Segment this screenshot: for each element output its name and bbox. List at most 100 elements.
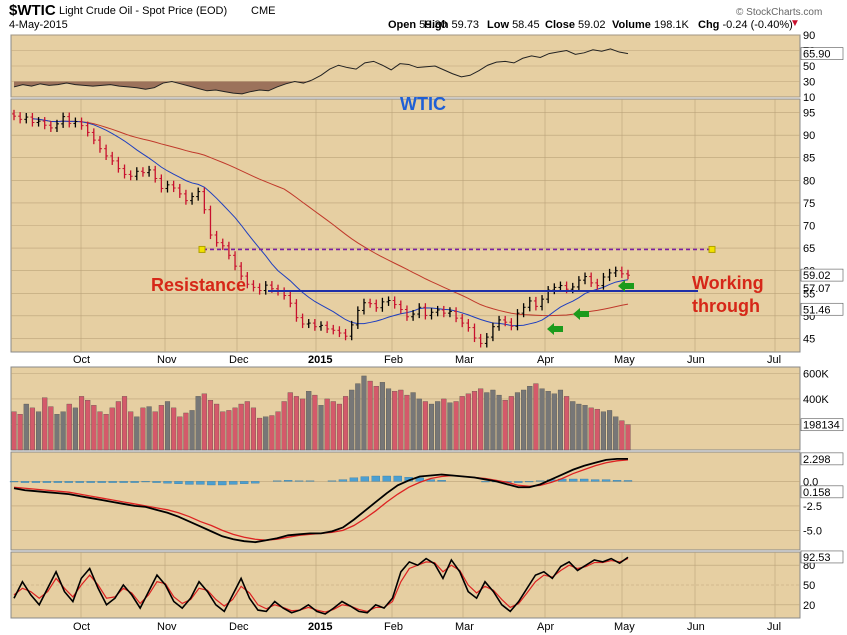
macd-histogram-bar <box>437 480 446 482</box>
volume-bar <box>398 389 404 451</box>
price-tick-label: 45 <box>803 333 815 345</box>
macd-histogram-bar <box>174 481 183 484</box>
stoch-k-line <box>13 556 629 615</box>
ohlc-label: Low <box>487 19 513 31</box>
volume-bar <box>146 406 152 451</box>
macd-histogram-bar <box>481 481 490 483</box>
ohlc-label: Volume <box>612 19 654 31</box>
stoch-x-label: Nov <box>157 621 177 633</box>
macd-histogram-bar <box>42 481 52 483</box>
volume-last-value: 198134 <box>803 420 840 432</box>
volume-bar <box>158 405 164 451</box>
macd-histogram-bar <box>283 480 293 482</box>
stoch-x-label: 2015 <box>308 621 332 633</box>
volume-bar <box>619 420 625 451</box>
ohlc-open: Open 59.30 <box>388 19 447 31</box>
macd-histogram-bar <box>294 480 304 482</box>
price-x-label: Oct <box>73 354 90 366</box>
chg-dropdown-icon[interactable]: ▼ <box>790 18 800 29</box>
macd-hist-label-box <box>800 485 844 499</box>
macd-histogram-bar <box>152 481 161 483</box>
macd-histogram-bar <box>327 480 337 482</box>
last-price-label-box <box>800 268 844 282</box>
volume-bar <box>91 405 97 451</box>
macd-histogram-bar <box>31 481 41 483</box>
volume-bar <box>410 392 416 451</box>
exchange-label: CME <box>251 5 276 17</box>
rsi-last-value-box <box>800 47 844 60</box>
volume-bar <box>263 416 269 451</box>
price-x-label: May <box>614 354 635 366</box>
volume-bar <box>570 401 576 451</box>
rsi-tick-label: 50 <box>803 61 815 73</box>
macd-tick-label: -5.0 <box>803 525 822 537</box>
volume-bar <box>564 396 570 451</box>
volume-bar <box>600 411 606 451</box>
volume-bar <box>465 393 471 451</box>
volume-bar <box>109 407 115 451</box>
volume-bar <box>330 401 336 451</box>
ohlc-high: High 59.73 <box>424 19 479 31</box>
macd-histogram-bar <box>141 481 150 483</box>
volume-bar <box>164 401 171 451</box>
volume-bar <box>557 389 564 451</box>
volume-bar <box>201 393 207 451</box>
volume-bar <box>11 411 17 451</box>
price-x-label: Feb <box>384 354 403 366</box>
stoch-x-label: Jul <box>767 621 781 633</box>
volume-bar <box>152 411 158 451</box>
macd-histogram-bar <box>305 480 315 482</box>
macd-histogram-bar <box>612 480 622 482</box>
green-arrow-icon <box>547 323 563 335</box>
volume-bar <box>23 403 29 451</box>
macd-histogram-bar <box>185 481 194 485</box>
macd-histogram-bar <box>196 481 205 485</box>
volume-bar <box>171 407 177 451</box>
price-tick-label: 85 <box>803 153 815 165</box>
volume-bar <box>527 386 533 451</box>
price-tick-label: 55 <box>803 288 815 300</box>
volume-bar <box>238 403 244 451</box>
rsi-plot <box>13 48 629 95</box>
stoch-x-label: Dec <box>229 621 249 633</box>
volume-bar <box>177 416 183 451</box>
volume-bar <box>385 388 392 451</box>
ohlc-label: Close <box>545 19 579 31</box>
volume-tick-label: 600K <box>803 368 829 380</box>
volume-bar <box>128 411 134 451</box>
volume-bar <box>97 411 103 451</box>
price-tick-label: 75 <box>803 198 815 210</box>
working-annotation-line1: Working <box>692 273 764 293</box>
ohlc-close: Close 59.02 <box>545 19 606 31</box>
volume-bar <box>281 401 287 451</box>
volume-bar <box>214 403 220 451</box>
watermark: © StockCharts.com <box>736 7 823 18</box>
volume-bar <box>275 411 281 451</box>
volume-bar <box>490 389 496 451</box>
macd-histogram-bar <box>229 481 238 485</box>
macd-histogram-bar <box>590 479 600 482</box>
stoch-x-label: Jun <box>687 621 705 633</box>
volume-bar <box>226 410 232 451</box>
macd-histogram-bar <box>338 479 348 482</box>
macd-histogram-bar <box>20 481 30 483</box>
volume-bar <box>576 403 582 451</box>
stoch-x-label: Apr <box>537 621 554 633</box>
macd-tick-label: 0.0 <box>803 476 818 488</box>
volume-bar <box>508 396 514 451</box>
stoch-x-label: Mar <box>455 621 474 633</box>
volume-bar <box>379 382 385 451</box>
price-x-label: 2015 <box>308 354 332 366</box>
ohlc-low: Low 58.45 <box>487 19 540 31</box>
volume-bar <box>343 396 349 451</box>
macd-tick-label: -2.5 <box>803 501 822 513</box>
price-x-label: Jul <box>767 354 781 366</box>
volume-bar <box>312 394 318 451</box>
ohlc-value: -0.24 (-0.40%) <box>722 19 793 31</box>
volume-bar <box>441 398 447 451</box>
volume-bar <box>625 424 631 451</box>
price-x-label: Mar <box>455 354 474 366</box>
volume-bar <box>250 407 257 451</box>
ohlc-label: High <box>424 19 452 31</box>
